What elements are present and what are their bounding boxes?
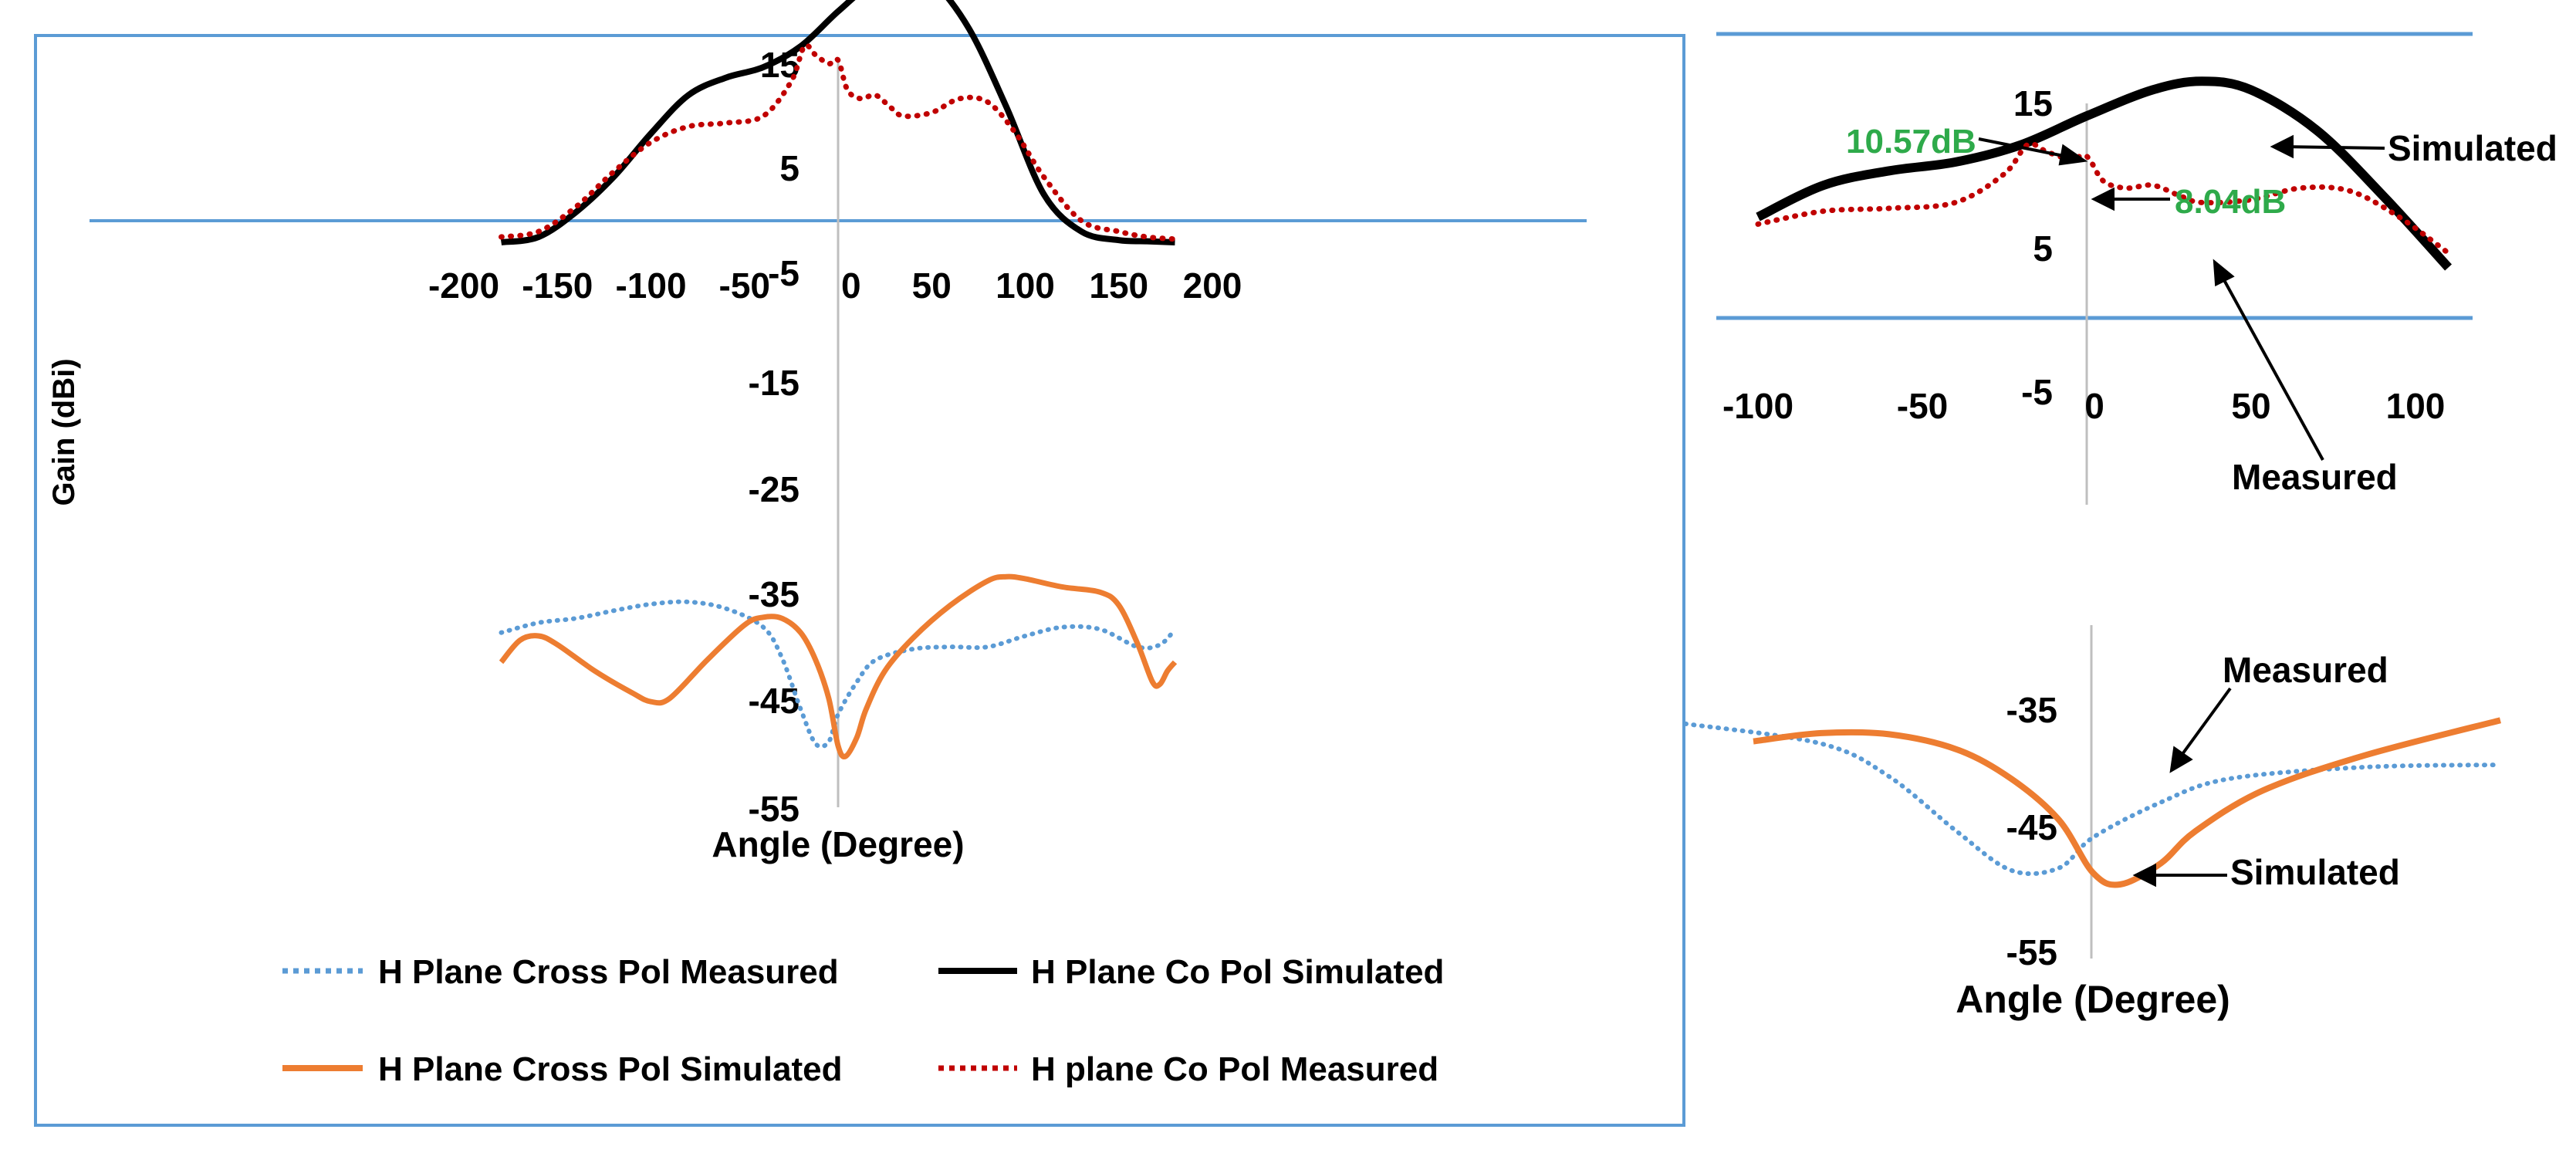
series-h-plane-co-pol-measured-line bbox=[499, 42, 1178, 242]
annotation-measured-label: Measured bbox=[2232, 457, 2398, 497]
inset1-x-tick-label: -100 bbox=[1722, 386, 1793, 426]
inset2-y-tick-label: -35 bbox=[2006, 690, 2057, 730]
arrow-measured bbox=[2218, 271, 2324, 461]
y-tick-label: -55 bbox=[749, 789, 800, 829]
x-tick-label: -50 bbox=[719, 265, 770, 306]
y-axis-title: Gain (dBi) bbox=[47, 358, 81, 506]
x-tick-label: 50 bbox=[912, 265, 952, 306]
inset1-x-tick-labels: -100 -50 0 50 100 bbox=[1722, 386, 2445, 426]
inset2-y-tick-labels: -35 -45 -55 bbox=[2006, 690, 2057, 972]
y-tick-label: -25 bbox=[749, 469, 800, 509]
x-tick-label: -200 bbox=[428, 265, 499, 306]
annotation-simulated-label-2: Simulated bbox=[2230, 852, 2400, 892]
y-tick-label: -35 bbox=[749, 574, 800, 614]
annotation-simulated-label: Simulated bbox=[2388, 128, 2557, 168]
inset1-x-tick-label: -50 bbox=[1897, 386, 1948, 426]
inset1-x-tick-label: 0 bbox=[2084, 386, 2104, 426]
series-lines bbox=[499, 0, 1178, 759]
x-tick-label: -150 bbox=[522, 265, 593, 306]
annotation-peak-measured-value: 8.04dB bbox=[2175, 183, 2286, 221]
main-chart-frame bbox=[34, 34, 1685, 1127]
inset1-y-tick-label: -5 bbox=[2021, 372, 2053, 412]
y-tick-labels: 155-5-15-25-35-45-55 bbox=[749, 45, 800, 829]
legend-label-co-pol-measured: H plane Co Pol Measured bbox=[1031, 1050, 1438, 1088]
inset2-annotation-arrows bbox=[2132, 687, 2232, 888]
inset-co-pol-chart: -100 -50 0 50 100 15 5 -5 10.57dB 8.04dB Simul… bbox=[1716, 32, 2557, 505]
annotation-measured-label-2: Measured bbox=[2223, 650, 2388, 690]
x-tick-label: -100 bbox=[615, 265, 686, 306]
series-h-plane-cross-pol-simulated-line bbox=[499, 573, 1178, 759]
arrowhead-simulated bbox=[2270, 134, 2294, 159]
legend-label-cross-pol-measured: H Plane Cross Pol Measured bbox=[378, 953, 839, 991]
arrow-measured-2 bbox=[2175, 687, 2232, 764]
legend-label-cross-pol-simulated: H Plane Cross Pol Simulated bbox=[378, 1050, 843, 1088]
inset1-x-tick-label: 100 bbox=[2386, 386, 2446, 426]
inset2-h-plane-cross-pol-measured-line bbox=[1683, 721, 2503, 877]
inset2-y-tick-label: -45 bbox=[2006, 807, 2057, 847]
y-tick-label: -15 bbox=[749, 363, 800, 403]
inset2-y-tick-label: -55 bbox=[2006, 932, 2057, 972]
arrowhead-simulated-2 bbox=[2132, 863, 2156, 888]
arrow-simulated bbox=[2280, 145, 2385, 150]
inset2-h-plane-cross-pol-simulated-line bbox=[1753, 717, 2502, 888]
x-tick-label: 150 bbox=[1089, 265, 1148, 306]
arrowhead-measured-2 bbox=[2169, 746, 2193, 773]
legend-label-co-pol-simulated: H Plane Co Pol Simulated bbox=[1031, 953, 1444, 991]
inset1-y-tick-label: 15 bbox=[2013, 83, 2053, 123]
inset1-annotation-arrows bbox=[1978, 134, 2385, 461]
inset-cross-pol-chart: -35 -45 -55 Angle (Degree) Measured Simula… bbox=[1683, 625, 2503, 1021]
inset1-series-lines bbox=[1755, 76, 2453, 271]
annotation-peak-simulated-value: 10.57dB bbox=[1846, 123, 1976, 161]
x-axis-title: Angle (Degree) bbox=[712, 824, 964, 864]
inset1-h-plane-co-pol-measured-line bbox=[1755, 141, 2452, 256]
inset1-x-tick-label: 50 bbox=[2231, 386, 2270, 426]
x-tick-labels: -200 -150 -100 -50 0 50 100 150 200 bbox=[428, 265, 1242, 306]
x-tick-label: 200 bbox=[1183, 265, 1242, 306]
legend: H Plane Cross Pol Measured H Plane Co Po… bbox=[282, 953, 1444, 1088]
arrowhead-10-57db bbox=[2058, 144, 2088, 166]
y-tick-label: -5 bbox=[768, 253, 800, 293]
x-tick-label: 100 bbox=[996, 265, 1055, 306]
inset1-y-tick-labels: 15 5 -5 bbox=[2013, 83, 2053, 412]
inset1-y-tick-label: 5 bbox=[2033, 228, 2053, 269]
main-chart: -200 -150 -100 -50 0 50 100 150 200 155-5-15-25-… bbox=[47, 0, 1587, 1088]
x-tick-label: 0 bbox=[841, 265, 861, 306]
inset2-series-lines bbox=[1683, 717, 2503, 888]
y-tick-label: 5 bbox=[779, 148, 800, 188]
inset1-h-plane-co-pol-simulated-line bbox=[1756, 76, 2453, 271]
arrowhead-measured bbox=[2213, 259, 2235, 287]
inset2-x-axis-title: Angle (Degree) bbox=[1956, 978, 2230, 1021]
arrowhead-8-04db bbox=[2091, 187, 2115, 211]
